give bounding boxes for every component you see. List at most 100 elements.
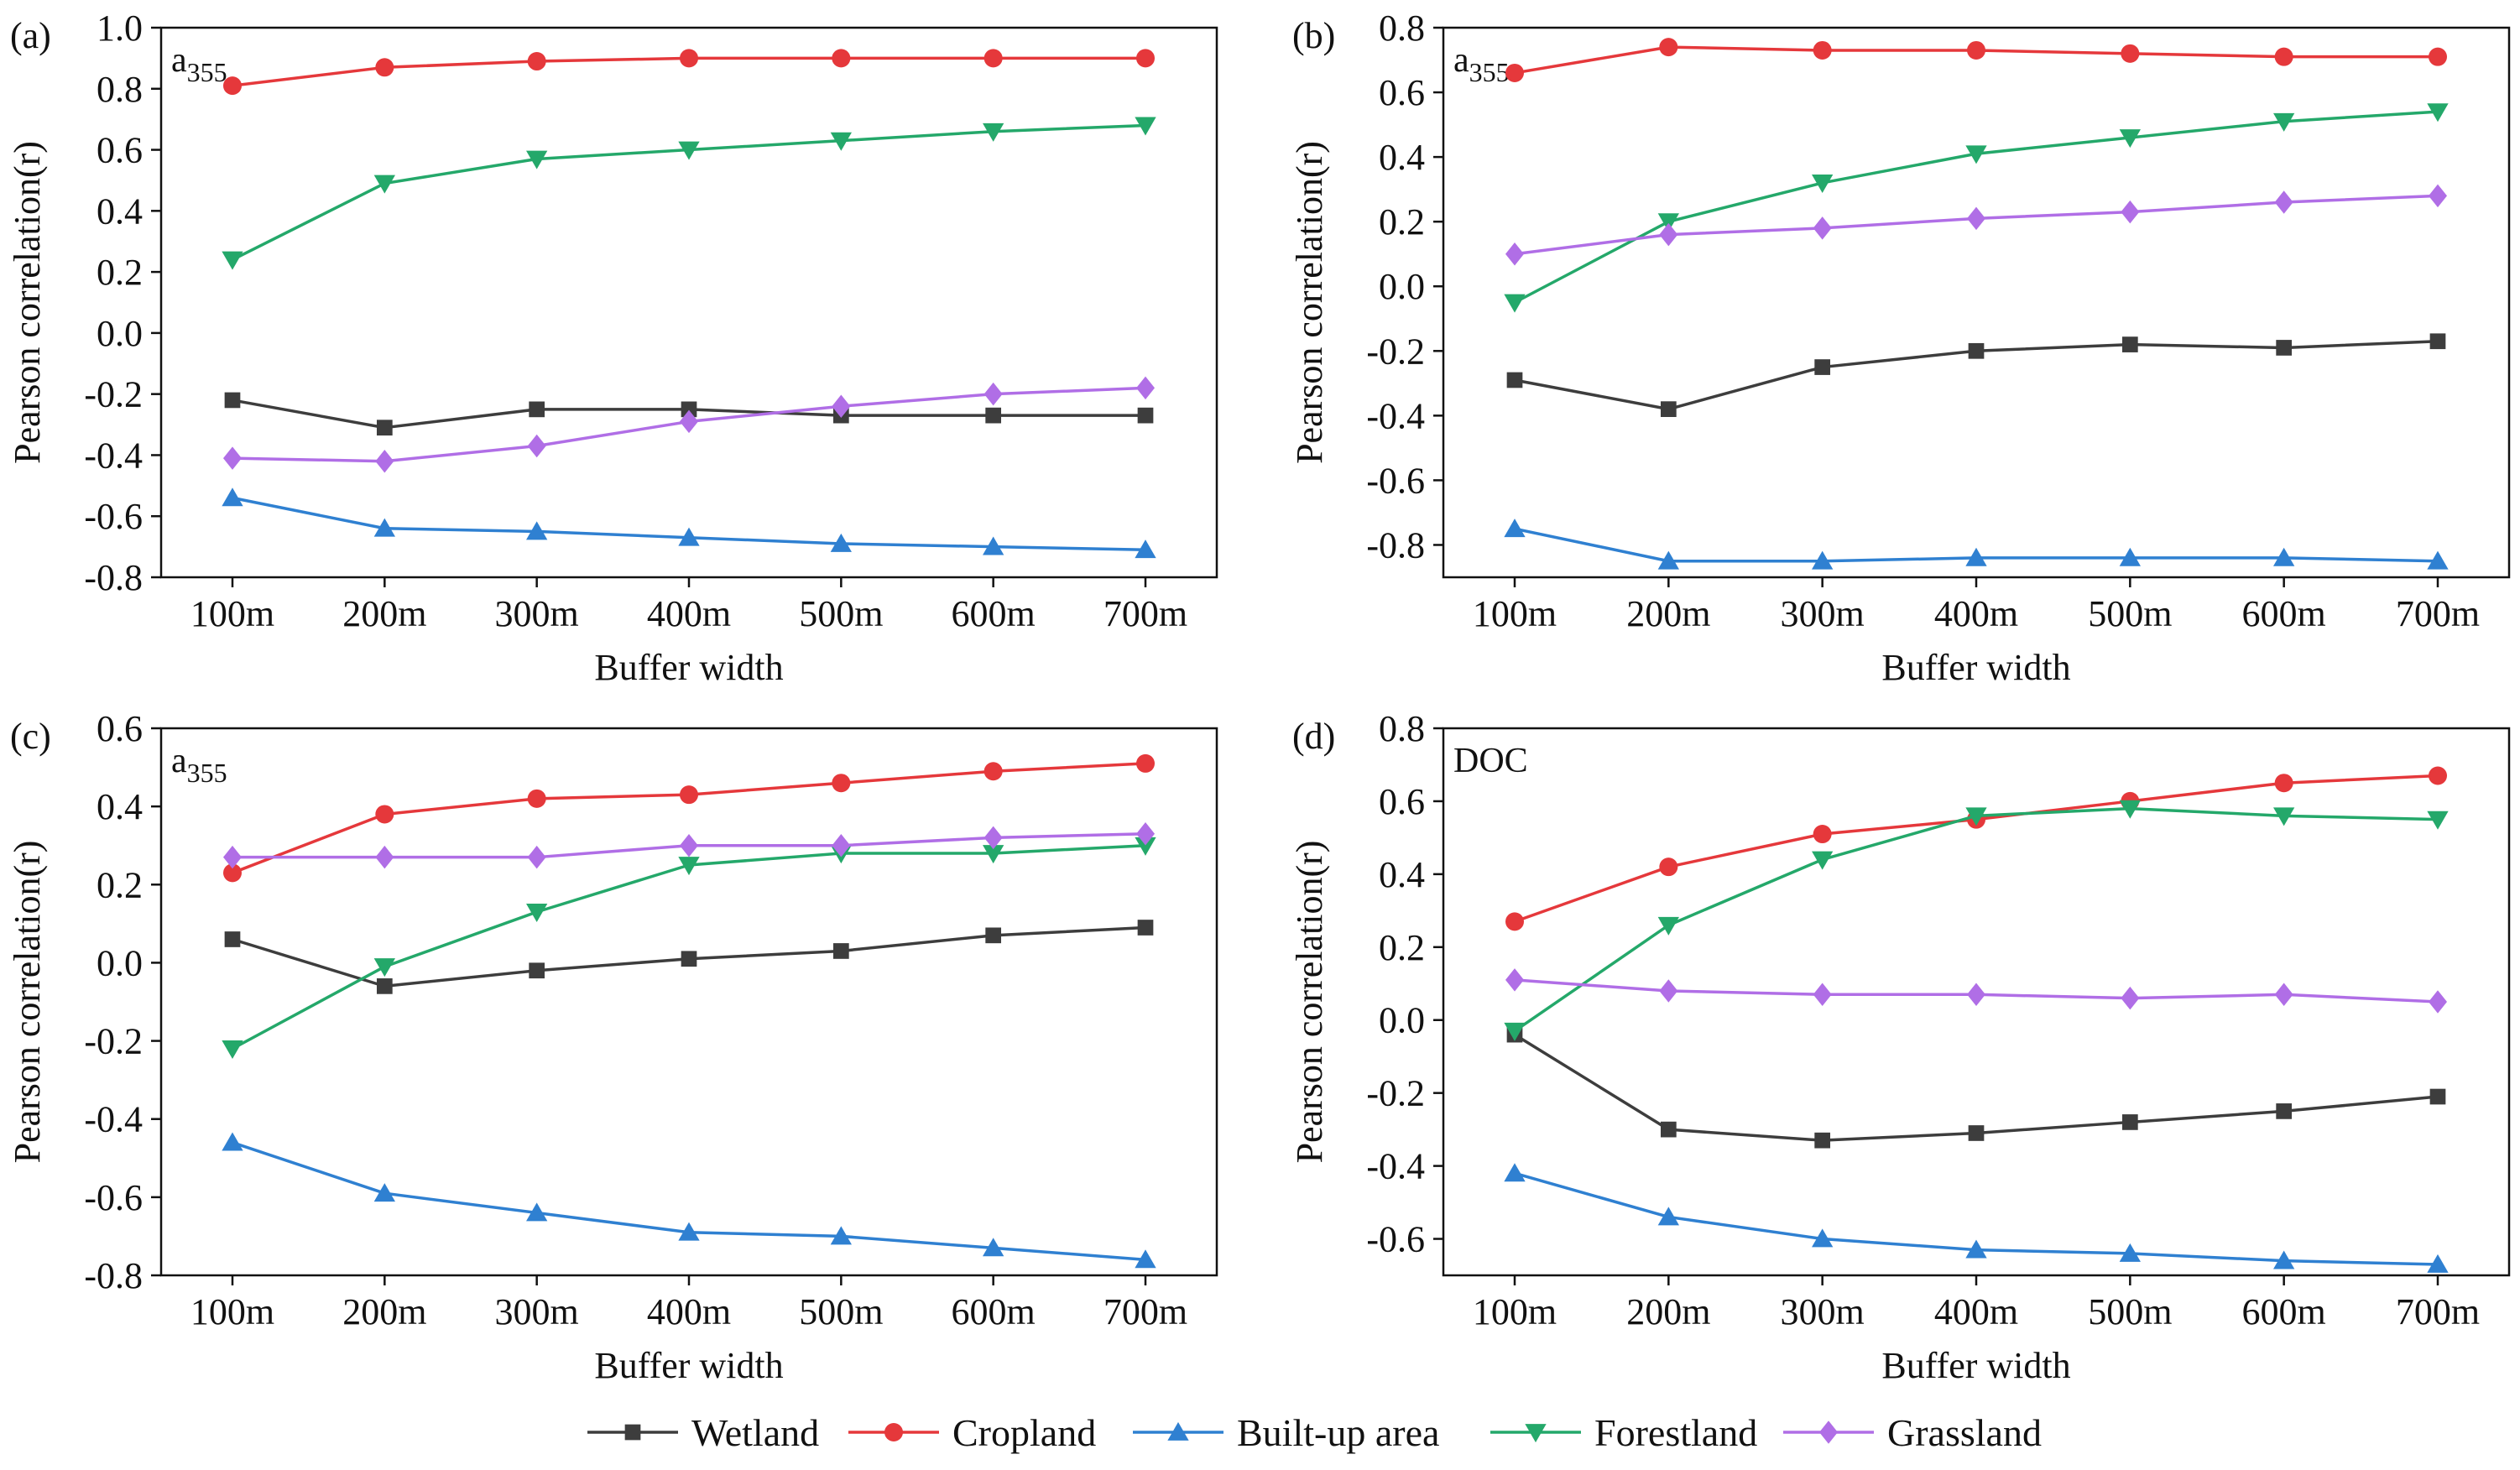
- data-point-grassland: [2121, 986, 2140, 1010]
- data-point-cropland: [527, 789, 546, 808]
- legend-marker-forestland: [1525, 1424, 1547, 1443]
- y-tick-label: -0.2: [84, 1021, 143, 1062]
- series-wetland: [224, 920, 1154, 994]
- legend-label: Wetland: [691, 1411, 819, 1454]
- y-tick-label: 0.2: [1379, 201, 1425, 242]
- data-point-cropland: [983, 49, 1003, 68]
- data-point-grassland: [1967, 983, 1985, 1007]
- data-point-built-up-area: [1504, 1163, 1526, 1182]
- data-point-built-up-area: [1657, 1207, 1679, 1226]
- data-point-grassland: [1505, 242, 1524, 266]
- legend-marker-cropland: [884, 1423, 903, 1441]
- data-point-grassland: [375, 449, 394, 473]
- data-point-grassland: [1967, 206, 1985, 231]
- legend-item-built-up-area[interactable]: Built-up area: [1133, 1411, 1439, 1454]
- data-point-forestland: [1504, 294, 1526, 313]
- data-point-forestland: [2119, 800, 2141, 819]
- data-point-cropland: [527, 52, 546, 71]
- data-point-forestland: [2273, 112, 2295, 132]
- legend: Wetland Cropland Built-up area Forestland Gr…: [587, 1411, 2042, 1454]
- y-tick-label: 0.4: [97, 786, 143, 827]
- data-point-forestland: [678, 857, 700, 876]
- annotation-subscript: 355: [187, 57, 227, 87]
- y-tick-label: 0.4: [97, 190, 143, 232]
- data-point-wetland: [1814, 1132, 1831, 1149]
- data-point-cropland: [1136, 49, 1155, 68]
- annotation-main: a: [171, 742, 187, 780]
- panel-annotation: a355: [1453, 41, 1510, 87]
- chart-panel-3: 0.6 0.4 0.2 0.0 -0.2 -0.4 -0.6 -0.8 100m 200m 300m…: [7, 708, 1218, 1386]
- data-point-wetland: [1660, 1121, 1677, 1138]
- y-tick-label: -0.6: [1366, 460, 1425, 501]
- legend-item-forestland[interactable]: Forestland: [1490, 1411, 1757, 1454]
- y-tick-label: 0.8: [1379, 8, 1425, 49]
- panel-label: (b): [1292, 15, 1335, 56]
- y-tick-label: -0.4: [1366, 395, 1425, 436]
- series-cropland: [1505, 38, 2447, 82]
- data-point-grassland: [1813, 983, 1832, 1007]
- data-point-grassland: [527, 845, 546, 869]
- x-axis-title: Buffer width: [594, 647, 783, 688]
- chart-panel-1: 1.0 0.8 0.6 0.4 0.2 0.0 -0.2 -0.4 -0.6 -0.8 100m 20…: [7, 8, 1218, 688]
- data-point-built-up-area: [2119, 1243, 2141, 1262]
- data-point-built-up-area: [222, 487, 243, 507]
- x-tick-label: 600m: [952, 593, 1036, 634]
- data-point-forestland: [2119, 129, 2141, 149]
- data-point-forestland: [373, 958, 395, 977]
- data-point-built-up-area: [2427, 550, 2449, 570]
- data-point-built-up-area: [830, 1226, 852, 1245]
- legend-item-grassland[interactable]: Grassland: [1783, 1411, 2042, 1454]
- data-point-wetland: [1506, 372, 1523, 388]
- data-point-wetland: [2276, 1103, 2293, 1119]
- y-tick-label: 0.2: [97, 252, 143, 293]
- data-point-wetland: [2121, 336, 2138, 352]
- data-point-built-up-area: [2273, 547, 2295, 566]
- data-point-built-up-area: [830, 533, 852, 552]
- y-tick-label: -0.6: [84, 1177, 143, 1218]
- data-point-forestland: [678, 141, 700, 160]
- x-tick-label: 400m: [647, 1291, 731, 1332]
- data-point-grassland: [2429, 990, 2447, 1014]
- x-tick-label: 300m: [1781, 1291, 1865, 1332]
- data-point-wetland: [376, 420, 393, 436]
- series-cropland: [223, 49, 1155, 96]
- data-point-forestland: [1135, 837, 1156, 856]
- data-point-grassland: [832, 394, 851, 418]
- y-tick-label: 0.4: [1379, 137, 1425, 178]
- data-point-forestland: [830, 132, 852, 151]
- data-point-built-up-area: [2427, 1254, 2449, 1273]
- series-grassland: [223, 821, 1155, 869]
- data-point-cropland: [832, 774, 851, 793]
- x-axis-title: Buffer width: [1881, 1345, 2070, 1386]
- data-point-forestland: [526, 150, 548, 169]
- data-point-grassland: [680, 833, 698, 858]
- y-tick-label: 0.0: [1379, 1000, 1425, 1041]
- data-point-built-up-area: [526, 521, 548, 540]
- legend-item-wetland[interactable]: Wetland: [587, 1411, 819, 1454]
- series-forestland: [1504, 800, 2449, 1041]
- annotation-subscript: 355: [1469, 57, 1510, 87]
- data-point-grassland: [832, 833, 851, 858]
- data-point-cropland: [223, 76, 242, 96]
- y-tick-label: -0.6: [1366, 1219, 1425, 1260]
- data-point-forestland: [2427, 103, 2449, 122]
- x-tick-label: 300m: [1781, 593, 1865, 634]
- data-point-grassland: [375, 845, 394, 869]
- y-tick-label: -0.2: [1366, 331, 1425, 372]
- series-wetland: [224, 392, 1154, 436]
- data-point-built-up-area: [1504, 519, 1526, 538]
- legend-marker-wetland: [624, 1424, 641, 1441]
- data-point-forestland: [1965, 807, 1987, 826]
- legend-item-cropland[interactable]: Cropland: [848, 1411, 1096, 1454]
- data-point-grassland: [1505, 968, 1524, 992]
- y-tick-label: -0.8: [84, 1255, 143, 1296]
- data-point-cropland: [1659, 38, 1678, 57]
- data-point-grassland: [1659, 979, 1678, 1003]
- data-point-grassland: [1136, 376, 1155, 400]
- data-point-wetland: [681, 951, 697, 967]
- data-point-cropland: [680, 785, 698, 805]
- legend-label: Forestland: [1594, 1411, 1757, 1454]
- x-tick-label: 500m: [799, 593, 883, 634]
- legend-label: Cropland: [952, 1411, 1096, 1454]
- data-point-built-up-area: [1135, 540, 1156, 559]
